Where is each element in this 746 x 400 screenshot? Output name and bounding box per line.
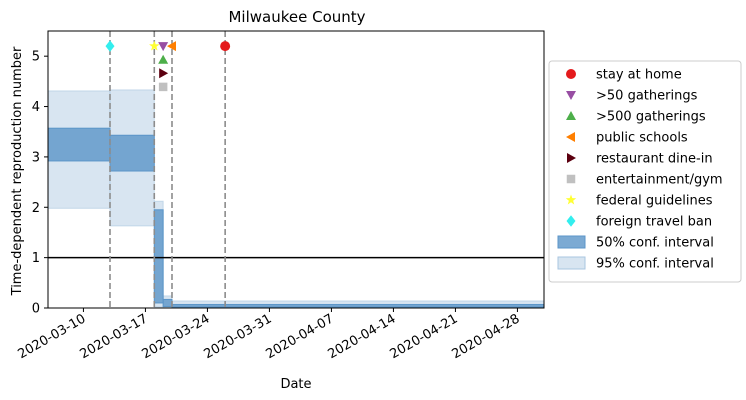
x-tick-label: 2020-04-28 bbox=[449, 311, 522, 362]
marker-federal-guidelines bbox=[149, 40, 160, 51]
legend-label: >50 gatherings bbox=[596, 89, 698, 104]
legend-label: restaurant dine-in bbox=[596, 152, 713, 167]
plot-area: 0123452020-03-102020-03-172020-03-242020… bbox=[15, 30, 545, 362]
x-tick-label: 2020-04-14 bbox=[325, 311, 398, 362]
x-tick-label: 2020-04-21 bbox=[387, 311, 460, 362]
y-tick-label: 1 bbox=[32, 251, 40, 266]
chart-title: Milwaukee County bbox=[228, 8, 365, 26]
legend-box bbox=[548, 60, 742, 283]
legend-marker bbox=[566, 91, 576, 100]
ci50-band-segment bbox=[153, 209, 164, 304]
legend-label: 95% conf. interval bbox=[596, 257, 714, 272]
marker-restaurant-dine-in bbox=[159, 68, 169, 79]
legend-label: entertainment/gym bbox=[596, 173, 723, 188]
marker-500-gatherings bbox=[158, 54, 169, 64]
x-tick-label: 2020-03-24 bbox=[139, 311, 212, 362]
x-tick-label: 2020-03-31 bbox=[201, 311, 274, 362]
legend-label: federal guidelines bbox=[596, 194, 713, 209]
legend-marker bbox=[566, 215, 576, 227]
legend-label: stay at home bbox=[596, 68, 682, 83]
legend-marker bbox=[566, 111, 576, 120]
x-axis-label: Date bbox=[280, 377, 311, 392]
legend: stay at home >50 gatherings >500 gathering… bbox=[548, 60, 742, 283]
axes-frame bbox=[47, 30, 545, 309]
marker-public-schools bbox=[167, 41, 176, 52]
y-tick-label: 4 bbox=[32, 100, 40, 115]
marker-foreign-travel-ban bbox=[105, 40, 115, 52]
y-tick-label: 2 bbox=[32, 201, 40, 216]
marker-entertainment-gym bbox=[158, 82, 168, 92]
legend-label: public schools bbox=[596, 131, 688, 146]
x-tick-label: 2020-04-07 bbox=[263, 311, 336, 362]
ci50-band-segment bbox=[48, 127, 111, 162]
x-tick-label: 2020-03-17 bbox=[77, 311, 150, 362]
y-tick-label: 5 bbox=[32, 50, 40, 65]
marker-50-gatherings bbox=[158, 42, 169, 52]
legend-label: 50% conf. interval bbox=[596, 236, 714, 251]
legend-marker bbox=[566, 132, 575, 142]
legend-marker bbox=[567, 153, 576, 163]
legend-marker bbox=[565, 194, 577, 205]
legend-swatch bbox=[557, 256, 586, 270]
ci50-band-segment bbox=[162, 298, 173, 307]
ci50-band-segment bbox=[109, 134, 155, 172]
x-tick-label: 2020-03-10 bbox=[15, 311, 88, 362]
y-tick-label: 0 bbox=[32, 302, 40, 317]
plot-content bbox=[48, 31, 544, 308]
legend-label: >500 gatherings bbox=[596, 110, 706, 125]
legend-marker bbox=[566, 69, 576, 79]
ci50-band-segment bbox=[171, 303, 544, 308]
y-axis-label: Time-dependent reproduction number bbox=[10, 46, 25, 296]
marker-stay-at-home bbox=[220, 41, 231, 52]
legend-swatch bbox=[557, 235, 586, 249]
legend-label: foreign travel ban bbox=[596, 215, 712, 230]
y-tick-label: 3 bbox=[32, 150, 40, 165]
legend-marker bbox=[566, 174, 576, 184]
